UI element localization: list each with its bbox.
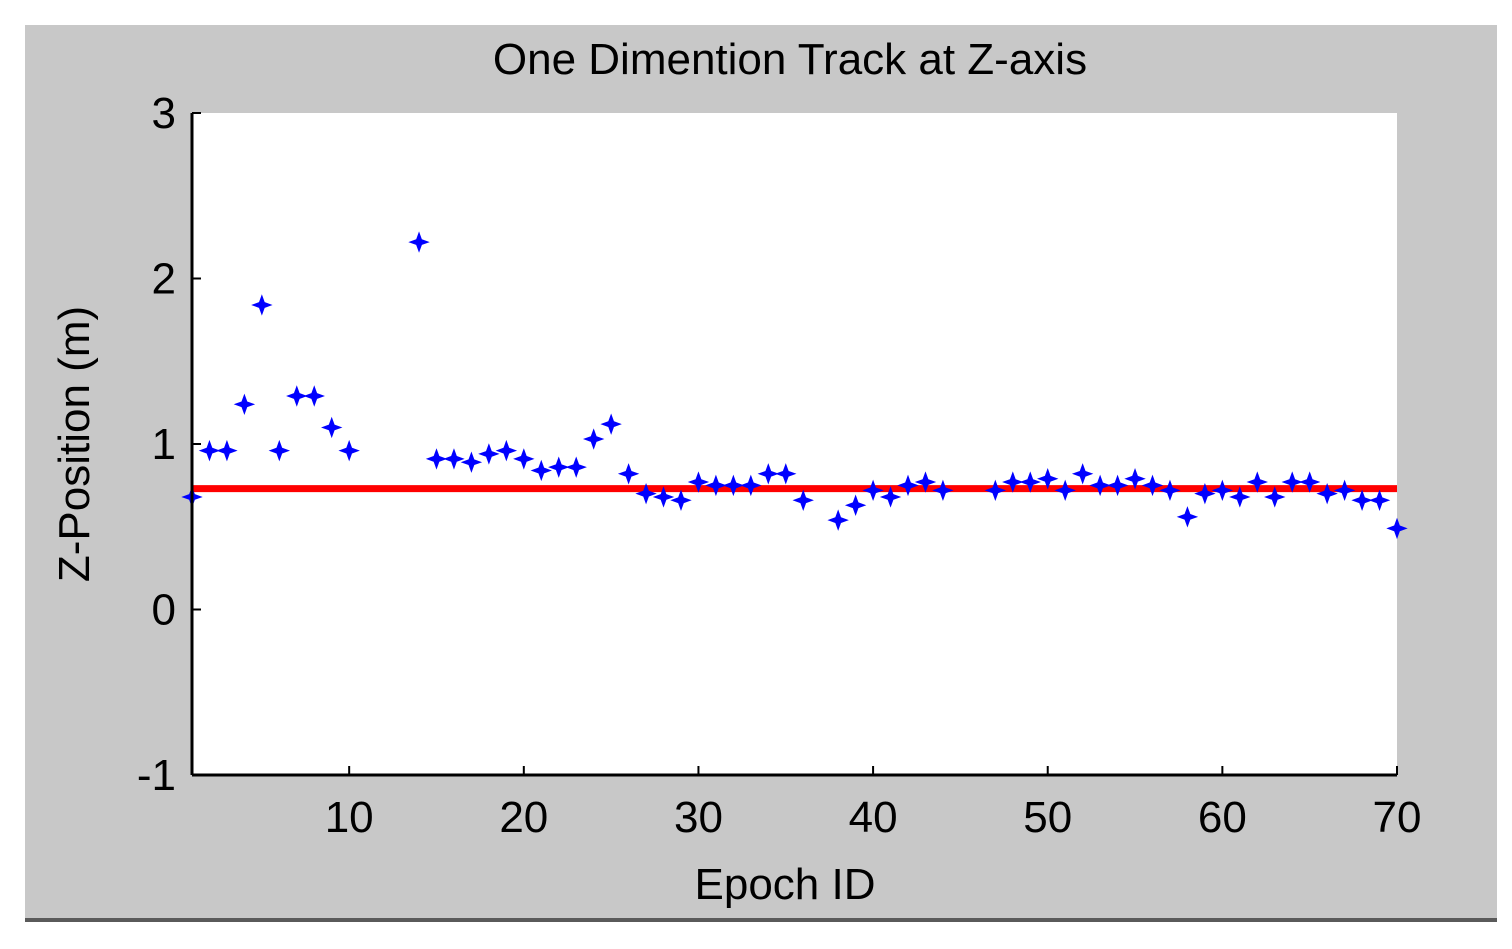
y-tick-label: 0 bbox=[152, 586, 176, 635]
chart-title: One Dimention Track at Z-axis bbox=[493, 35, 1087, 84]
data-point bbox=[705, 474, 727, 497]
data-point bbox=[321, 416, 343, 439]
data-point bbox=[1333, 479, 1356, 502]
data-point bbox=[1246, 471, 1268, 493]
data-point bbox=[198, 439, 221, 462]
data-point bbox=[338, 439, 360, 462]
data-point bbox=[914, 471, 937, 493]
data-point bbox=[1298, 471, 1321, 493]
y-axis-title: Z-Position (m) bbox=[50, 306, 99, 582]
data-point bbox=[1071, 463, 1094, 485]
data-point bbox=[1019, 471, 1041, 493]
data-point bbox=[530, 459, 552, 482]
x-axis-title: Epoch ID bbox=[695, 860, 876, 909]
data-point bbox=[897, 474, 919, 497]
y-tick-label: 1 bbox=[152, 420, 176, 469]
data-point bbox=[740, 474, 762, 497]
x-tick-label: 20 bbox=[499, 793, 548, 842]
x-tick-label: 50 bbox=[1023, 793, 1072, 842]
data-point bbox=[443, 448, 465, 470]
data-point bbox=[862, 479, 884, 502]
data-point bbox=[1229, 486, 1251, 508]
data-point bbox=[775, 463, 797, 485]
data-point bbox=[757, 463, 779, 485]
data-point bbox=[792, 489, 814, 511]
data-point bbox=[303, 385, 325, 407]
data-point bbox=[1211, 479, 1234, 502]
data-point bbox=[1316, 482, 1338, 505]
data-point bbox=[286, 385, 308, 407]
data-point bbox=[617, 463, 640, 485]
data-point bbox=[513, 448, 535, 470]
data-point bbox=[1176, 506, 1199, 528]
data-point bbox=[478, 443, 500, 465]
y-tick-label: 2 bbox=[152, 255, 176, 304]
data-point bbox=[652, 486, 675, 508]
x-tick-label: 70 bbox=[1373, 793, 1422, 842]
data-point bbox=[565, 456, 587, 478]
y-axis-ticks: -1 0 1 2 3 bbox=[137, 89, 201, 800]
data-point bbox=[600, 413, 622, 435]
data-point bbox=[1002, 471, 1024, 493]
data-point bbox=[1037, 468, 1059, 490]
data-point bbox=[722, 474, 745, 497]
x-axis-ticks: 10 20 30 40 50 60 70 bbox=[325, 766, 1422, 842]
data-point bbox=[1106, 474, 1129, 497]
data-point bbox=[233, 393, 256, 415]
x-tick-label: 10 bbox=[325, 793, 374, 842]
y-tick-label: -1 bbox=[137, 751, 176, 800]
data-point bbox=[1141, 474, 1164, 497]
data-point bbox=[827, 509, 849, 531]
data-point bbox=[1194, 482, 1216, 505]
data-point bbox=[932, 479, 954, 502]
data-point bbox=[1054, 479, 1076, 502]
data-point bbox=[216, 439, 238, 462]
data-point bbox=[1368, 489, 1391, 511]
data-point bbox=[1281, 471, 1303, 493]
data-point bbox=[844, 494, 867, 516]
data-point bbox=[495, 439, 518, 462]
data-point bbox=[670, 489, 692, 511]
data-point bbox=[251, 294, 273, 316]
data-point bbox=[1386, 517, 1408, 540]
data-point bbox=[1264, 486, 1286, 508]
data-point bbox=[548, 456, 570, 478]
data-point bbox=[425, 448, 448, 470]
data-point bbox=[408, 231, 430, 253]
data-point bbox=[1159, 479, 1181, 502]
plot-area bbox=[192, 113, 1397, 775]
x-tick-label: 40 bbox=[849, 793, 898, 842]
x-tick-label: 60 bbox=[1198, 793, 1247, 842]
data-point bbox=[1124, 468, 1146, 490]
data-point bbox=[879, 486, 902, 508]
y-tick-label: 3 bbox=[152, 89, 176, 138]
data-point bbox=[1089, 474, 1111, 497]
data-point bbox=[984, 479, 1007, 502]
data-point bbox=[460, 451, 483, 473]
data-point bbox=[582, 428, 605, 450]
x-tick-label: 30 bbox=[674, 793, 723, 842]
data-point bbox=[1351, 489, 1373, 511]
data-point bbox=[687, 471, 710, 493]
data-point bbox=[268, 439, 291, 462]
data-point bbox=[635, 482, 657, 505]
